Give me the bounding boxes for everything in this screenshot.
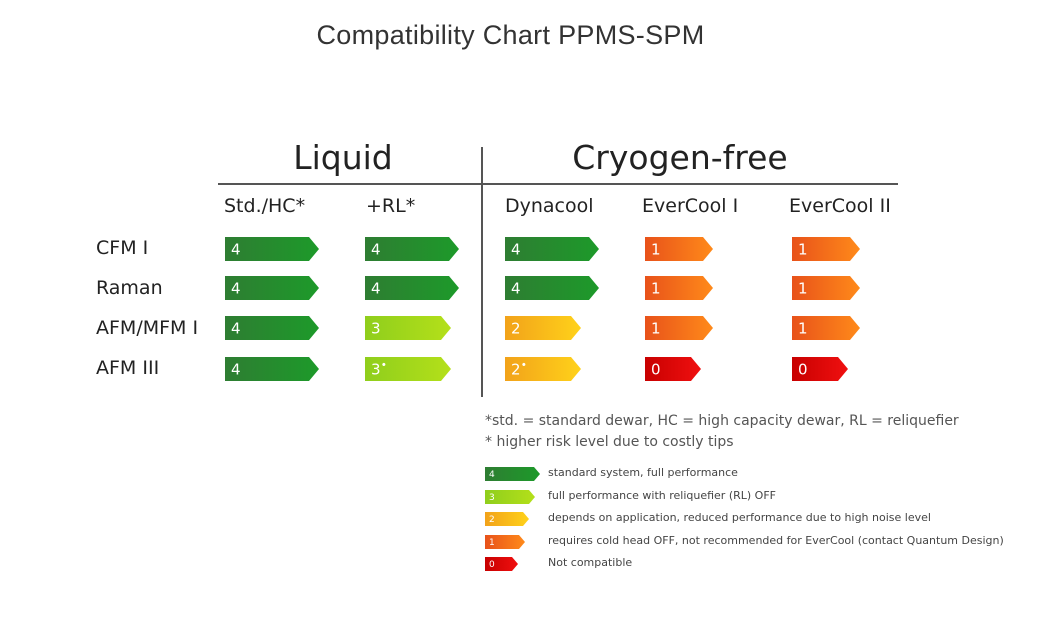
cell-r1-c1-value: 4 [231,240,241,258]
cell-r4-c5: 0 [792,357,848,381]
cell-r4-c5-value: 0 [798,360,808,378]
cell-r4-c3-star: • [521,359,527,371]
cell-r2-c4-value: 1 [651,279,661,297]
legend-text-1: requires cold head OFF, not recommended … [548,533,1004,547]
cell-r3-c5: 1 [792,316,860,340]
cell-r1-c5-value: 1 [798,240,808,258]
cell-r2-c3-value: 4 [511,279,521,297]
cell-r2-c2-value: 4 [371,279,381,297]
cell-r3-c3-value: 2 [511,319,521,337]
chart-title: Compatibility Chart PPMS-SPM [316,20,705,50]
legend-swatch-2-value: 2 [489,515,495,525]
cell-r2-c1-value: 4 [231,279,241,297]
group-title-cryogen-free: Cryogen-free [572,138,788,177]
cell-r3-c4-value: 1 [651,319,661,337]
row-header-raman: Raman [96,277,163,299]
cell-r4-c2-value: 3 [371,360,381,378]
cell-r4-c1: 4 [225,357,319,381]
cell-r3-c1: 4 [225,316,319,340]
cell-r3-c5-value: 1 [798,319,808,337]
cell-r3-c2: 3 [365,316,451,340]
cell-r3-c1-value: 4 [231,319,241,337]
legend-swatch-3: 3 [485,489,535,504]
legend-text-2: depends on application, reduced performa… [548,511,931,524]
cell-r1-c4-value: 1 [651,240,661,258]
cell-r1-c4: 1 [645,237,713,261]
cell-r1-c1: 4 [225,237,319,261]
column-header-evercool-ii: EverCool II [789,195,891,217]
legend-swatch-4: 4 [485,467,540,481]
legend-swatch-1-value: 1 [489,538,495,548]
group-divider [481,147,483,397]
cell-r3-c2-value: 3 [371,319,381,337]
cell-r1-c2: 4 [365,237,459,261]
cell-r4-c4: 0 [645,357,701,381]
cell-r3-c4: 1 [645,316,713,340]
legend-swatch-3-value: 3 [489,493,495,503]
legend-swatch-1: 1 [485,534,525,549]
column-header-rl: +RL* [366,195,416,217]
column-header-dynacool: Dynacool [505,195,594,217]
cell-r4-c1-value: 4 [231,360,241,378]
cell-r2-c1: 4 [225,276,319,300]
legend-swatch-0: 0 [485,557,518,571]
column-header-std-hc: Std./HC* [224,195,306,217]
cell-r4-c3: 2 • [505,357,581,381]
cell-r4-c2: 3 • [365,357,451,381]
column-header-evercool-i: EverCool I [642,195,739,217]
footnote-risk: * higher risk level due to costly tips [485,434,734,450]
footnote-abbreviations: *std. = standard dewar, HC = high capaci… [485,413,959,429]
legend-swatch-4-value: 4 [489,470,495,480]
group-title-liquid: Liquid [293,138,393,177]
cell-r1-c3: 4 [505,237,599,261]
header-divider [218,183,898,185]
cell-r2-c5: 1 [792,276,860,300]
legend-text-3: full performance with reliquefier (RL) O… [548,488,776,502]
row-header-afm-mfm-i: AFM/MFM I [96,317,199,339]
legend-text-0: Not compatible [548,556,633,569]
row-header-cfm-i: CFM I [96,237,149,259]
cell-r2-c4: 1 [645,276,713,300]
cell-r2-c3: 4 [505,276,599,300]
cell-r1-c3-value: 4 [511,240,521,258]
row-header-afm-iii: AFM III [96,357,160,379]
cell-r3-c3: 2 [505,316,581,340]
cell-r4-c2-star: • [381,359,387,371]
cell-r1-c5: 1 [792,237,860,261]
cell-r4-c4-value: 0 [651,360,661,378]
legend-text-4: standard system, full performance [548,466,738,479]
cell-r4-c3-value: 2 [511,360,521,378]
legend-swatch-0-value: 0 [489,560,495,570]
cell-r2-c5-value: 1 [798,279,808,297]
cell-r1-c2-value: 4 [371,240,381,258]
cell-r2-c2: 4 [365,276,459,300]
legend-swatch-2: 2 [485,512,529,526]
